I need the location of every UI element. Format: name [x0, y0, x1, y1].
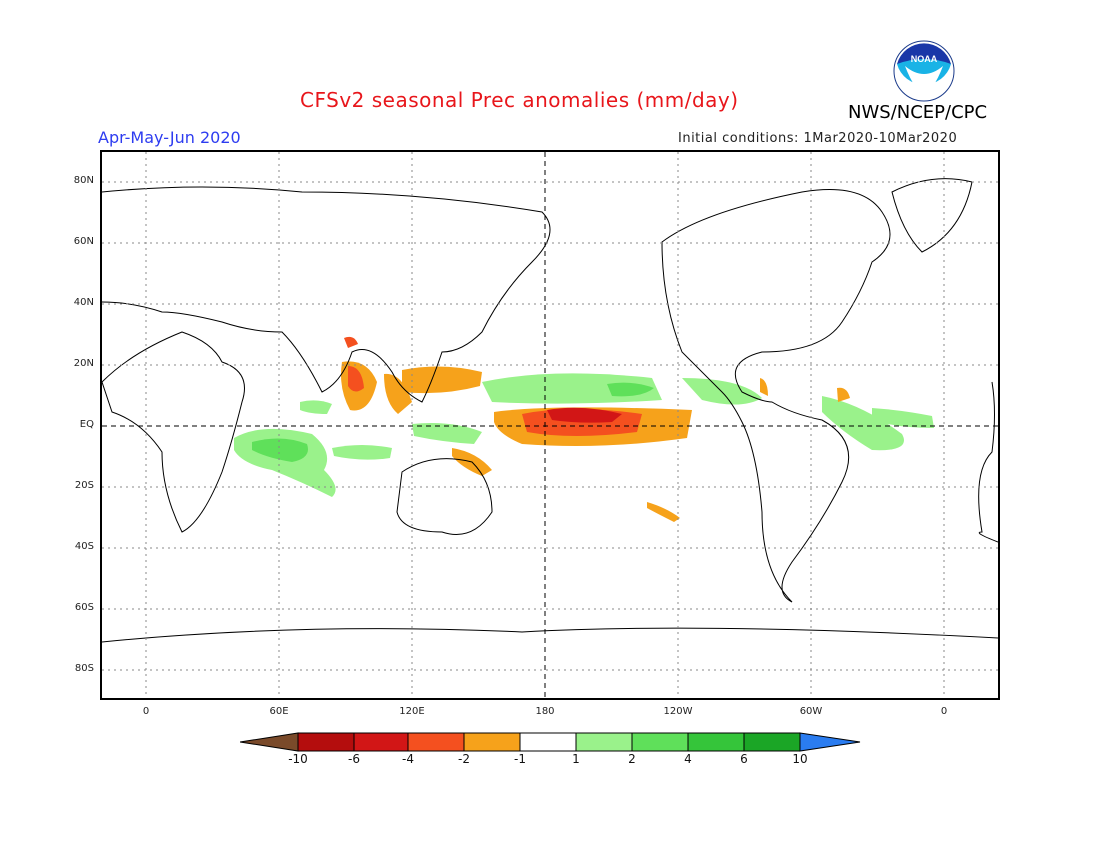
colorbar-label-6: 6 [740, 752, 748, 766]
coastline-africa-east [978, 381, 998, 543]
colorbar-label-1: 1 [572, 752, 580, 766]
colorbar-bin-4 [463, 732, 521, 752]
coastline-eurasia [102, 186, 551, 403]
colorbar-bin-2 [353, 732, 409, 752]
lon-label-120w: 120W [663, 706, 693, 717]
colorbar-label-neg6: -6 [348, 752, 360, 766]
colorbar-lower-arrow [240, 732, 299, 752]
map-canvas [102, 152, 998, 698]
map-title: CFSv2 seasonal Prec anomalies (mm/day) [300, 88, 739, 112]
lon-label-0: 0 [142, 706, 150, 717]
lon-label-0-east: 0 [940, 706, 948, 717]
lat-label-20s: 20S [74, 480, 94, 491]
colorbar-label-neg1: -1 [514, 752, 526, 766]
anomaly-colombia-dry [760, 378, 768, 396]
lon-label-120e: 120E [399, 706, 425, 717]
colorbar-label-4: 4 [684, 752, 692, 766]
coastline-australia [396, 458, 493, 535]
agency-label: NWS/NCEP/CPC [848, 102, 988, 123]
lat-label-eq: EQ [79, 419, 94, 430]
colorbar-label-2: 2 [628, 752, 636, 766]
lat-label-60s: 60S [74, 602, 94, 613]
season-label: Apr-May-Jun 2020 [98, 128, 241, 147]
colorbar-bin-7 [631, 732, 689, 752]
anomaly-north-atlantic-dry [837, 387, 850, 402]
coastline-antarctica [102, 627, 998, 643]
colorbar-bin-1 [297, 732, 355, 752]
anomaly-indian-ocean-core [252, 438, 308, 462]
lat-label-60n: 60N [73, 236, 94, 247]
colorbar-bin-3 [407, 732, 465, 752]
anomaly-atlantic-wet [872, 408, 934, 428]
noaa-logo: NOAA [893, 40, 955, 102]
colorbar-bin-5 [519, 732, 577, 752]
lat-label-80s: 80S [74, 663, 94, 674]
colorbar-label-neg4: -4 [402, 752, 414, 766]
reference-lines [102, 152, 998, 698]
colorbar-label-neg10: -10 [288, 752, 308, 766]
lon-label-180: 180 [535, 706, 555, 717]
lat-label-80n: 80N [73, 175, 94, 186]
coastline-greenland [891, 178, 973, 253]
colorbar [240, 732, 861, 752]
graticule [102, 152, 998, 698]
anomaly-indochina-dry [384, 373, 412, 414]
lon-label-60w: 60W [799, 706, 823, 717]
lon-label-60e: 60E [269, 706, 289, 717]
lat-label-20n: 20N [73, 358, 94, 369]
anomaly-maritime-continent-wet [332, 445, 392, 460]
noaa-logo-text: NOAA [911, 54, 938, 64]
map-panel [100, 150, 1000, 700]
anomaly-central-pacific-dry-peak [547, 407, 622, 423]
anomaly-south-pacific-dry [647, 502, 680, 522]
coastlines [102, 178, 998, 643]
coastline-americas [661, 189, 891, 603]
colorbar-upper-arrow [799, 732, 861, 752]
lat-label-40n: 40N [73, 297, 94, 308]
anomaly-philippine-sea-dry [402, 366, 482, 394]
anomaly-indonesia-wet [412, 423, 482, 444]
colorbar-bin-6 [575, 732, 633, 752]
colorbar-bin-8 [687, 732, 745, 752]
anomaly-pacific-wet-core [607, 382, 654, 397]
coastline-africa [102, 331, 245, 533]
colorbar-label-10: 10 [792, 752, 808, 766]
anomaly-arabian-sea-wet [300, 400, 332, 414]
colorbar-bin-9 [743, 732, 801, 752]
anomaly-south-america-wet [822, 396, 904, 451]
anomaly-bay-of-bengal-dry-core [348, 366, 364, 392]
anomaly-central-america-wet [682, 378, 762, 405]
lat-label-40s: 40S [74, 541, 94, 552]
initial-conditions-label: Initial conditions: 1Mar2020-10Mar2020 [678, 131, 958, 146]
anomaly-tibet-dry [344, 336, 358, 348]
colorbar-label-neg2: -2 [458, 752, 470, 766]
